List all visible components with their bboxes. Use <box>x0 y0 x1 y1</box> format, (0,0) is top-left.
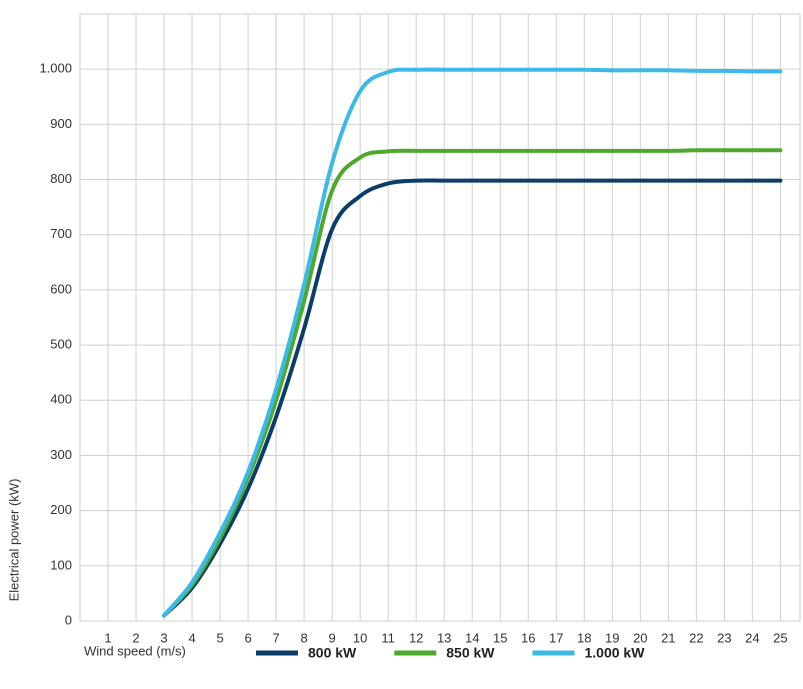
x-tick-label: 20 <box>633 630 647 645</box>
x-axis-label: Wind speed (m/s) <box>84 643 186 658</box>
y-tick-label: 500 <box>50 337 72 352</box>
y-tick-label: 800 <box>50 171 72 186</box>
x-tick-label: 5 <box>216 630 223 645</box>
x-tick-label: 19 <box>605 630 619 645</box>
x-tick-label: 25 <box>773 630 787 645</box>
x-tick-label: 6 <box>244 630 251 645</box>
x-tick-label: 2 <box>132 630 139 645</box>
series-line <box>162 67 783 618</box>
y-tick-label: 900 <box>50 116 72 131</box>
x-tick-label: 15 <box>493 630 507 645</box>
x-tick-label: 8 <box>301 630 308 645</box>
x-tick-label: 24 <box>745 630 759 645</box>
y-tick-label: 100 <box>50 557 72 572</box>
x-tick-label: 3 <box>160 630 167 645</box>
series-line <box>162 178 783 618</box>
x-tick-label: 7 <box>272 630 279 645</box>
x-tick-label: 12 <box>409 630 423 645</box>
y-tick-label: 0 <box>65 612 72 627</box>
x-tick-label: 18 <box>577 630 591 645</box>
x-tick-label: 21 <box>661 630 675 645</box>
y-tick-label: 300 <box>50 447 72 462</box>
x-tick-label: 14 <box>465 630 479 645</box>
x-tick-label: 22 <box>689 630 703 645</box>
x-tick-label: 13 <box>437 630 451 645</box>
x-tick-label: 4 <box>188 630 195 645</box>
x-tick-label: 9 <box>329 630 336 645</box>
y-tick-label: 1.000 <box>39 61 72 76</box>
legend-text: 850 kW <box>446 645 495 661</box>
x-tick-label: 23 <box>717 630 731 645</box>
y-axis-label: Electrical power (kW) <box>6 479 21 602</box>
plot-frame <box>79 13 801 622</box>
y-tick-label: 200 <box>50 502 72 517</box>
series-line <box>162 148 783 618</box>
x-tick-label: 11 <box>381 630 395 645</box>
y-tick-label: 600 <box>50 281 72 296</box>
x-tick-label: 16 <box>521 630 535 645</box>
y-tick-label: 700 <box>50 226 72 241</box>
x-tick-label: 1 <box>104 630 111 645</box>
legend-text: 800 kW <box>308 645 357 661</box>
y-tick-label: 400 <box>50 392 72 407</box>
x-tick-label: 17 <box>549 630 563 645</box>
x-tick-label: 10 <box>353 630 367 645</box>
legend-text: 1.000 kW <box>585 645 646 661</box>
